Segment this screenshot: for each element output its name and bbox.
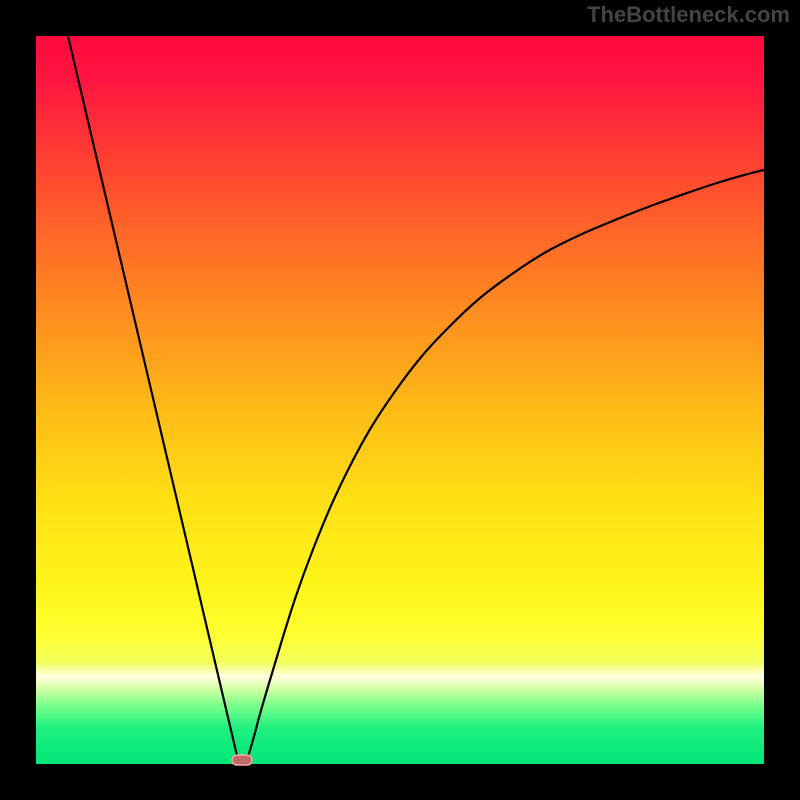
bottleneck-chart <box>0 0 800 800</box>
watermark-text: TheBottleneck.com <box>587 2 790 28</box>
chart-container: TheBottleneck.com <box>0 0 800 800</box>
